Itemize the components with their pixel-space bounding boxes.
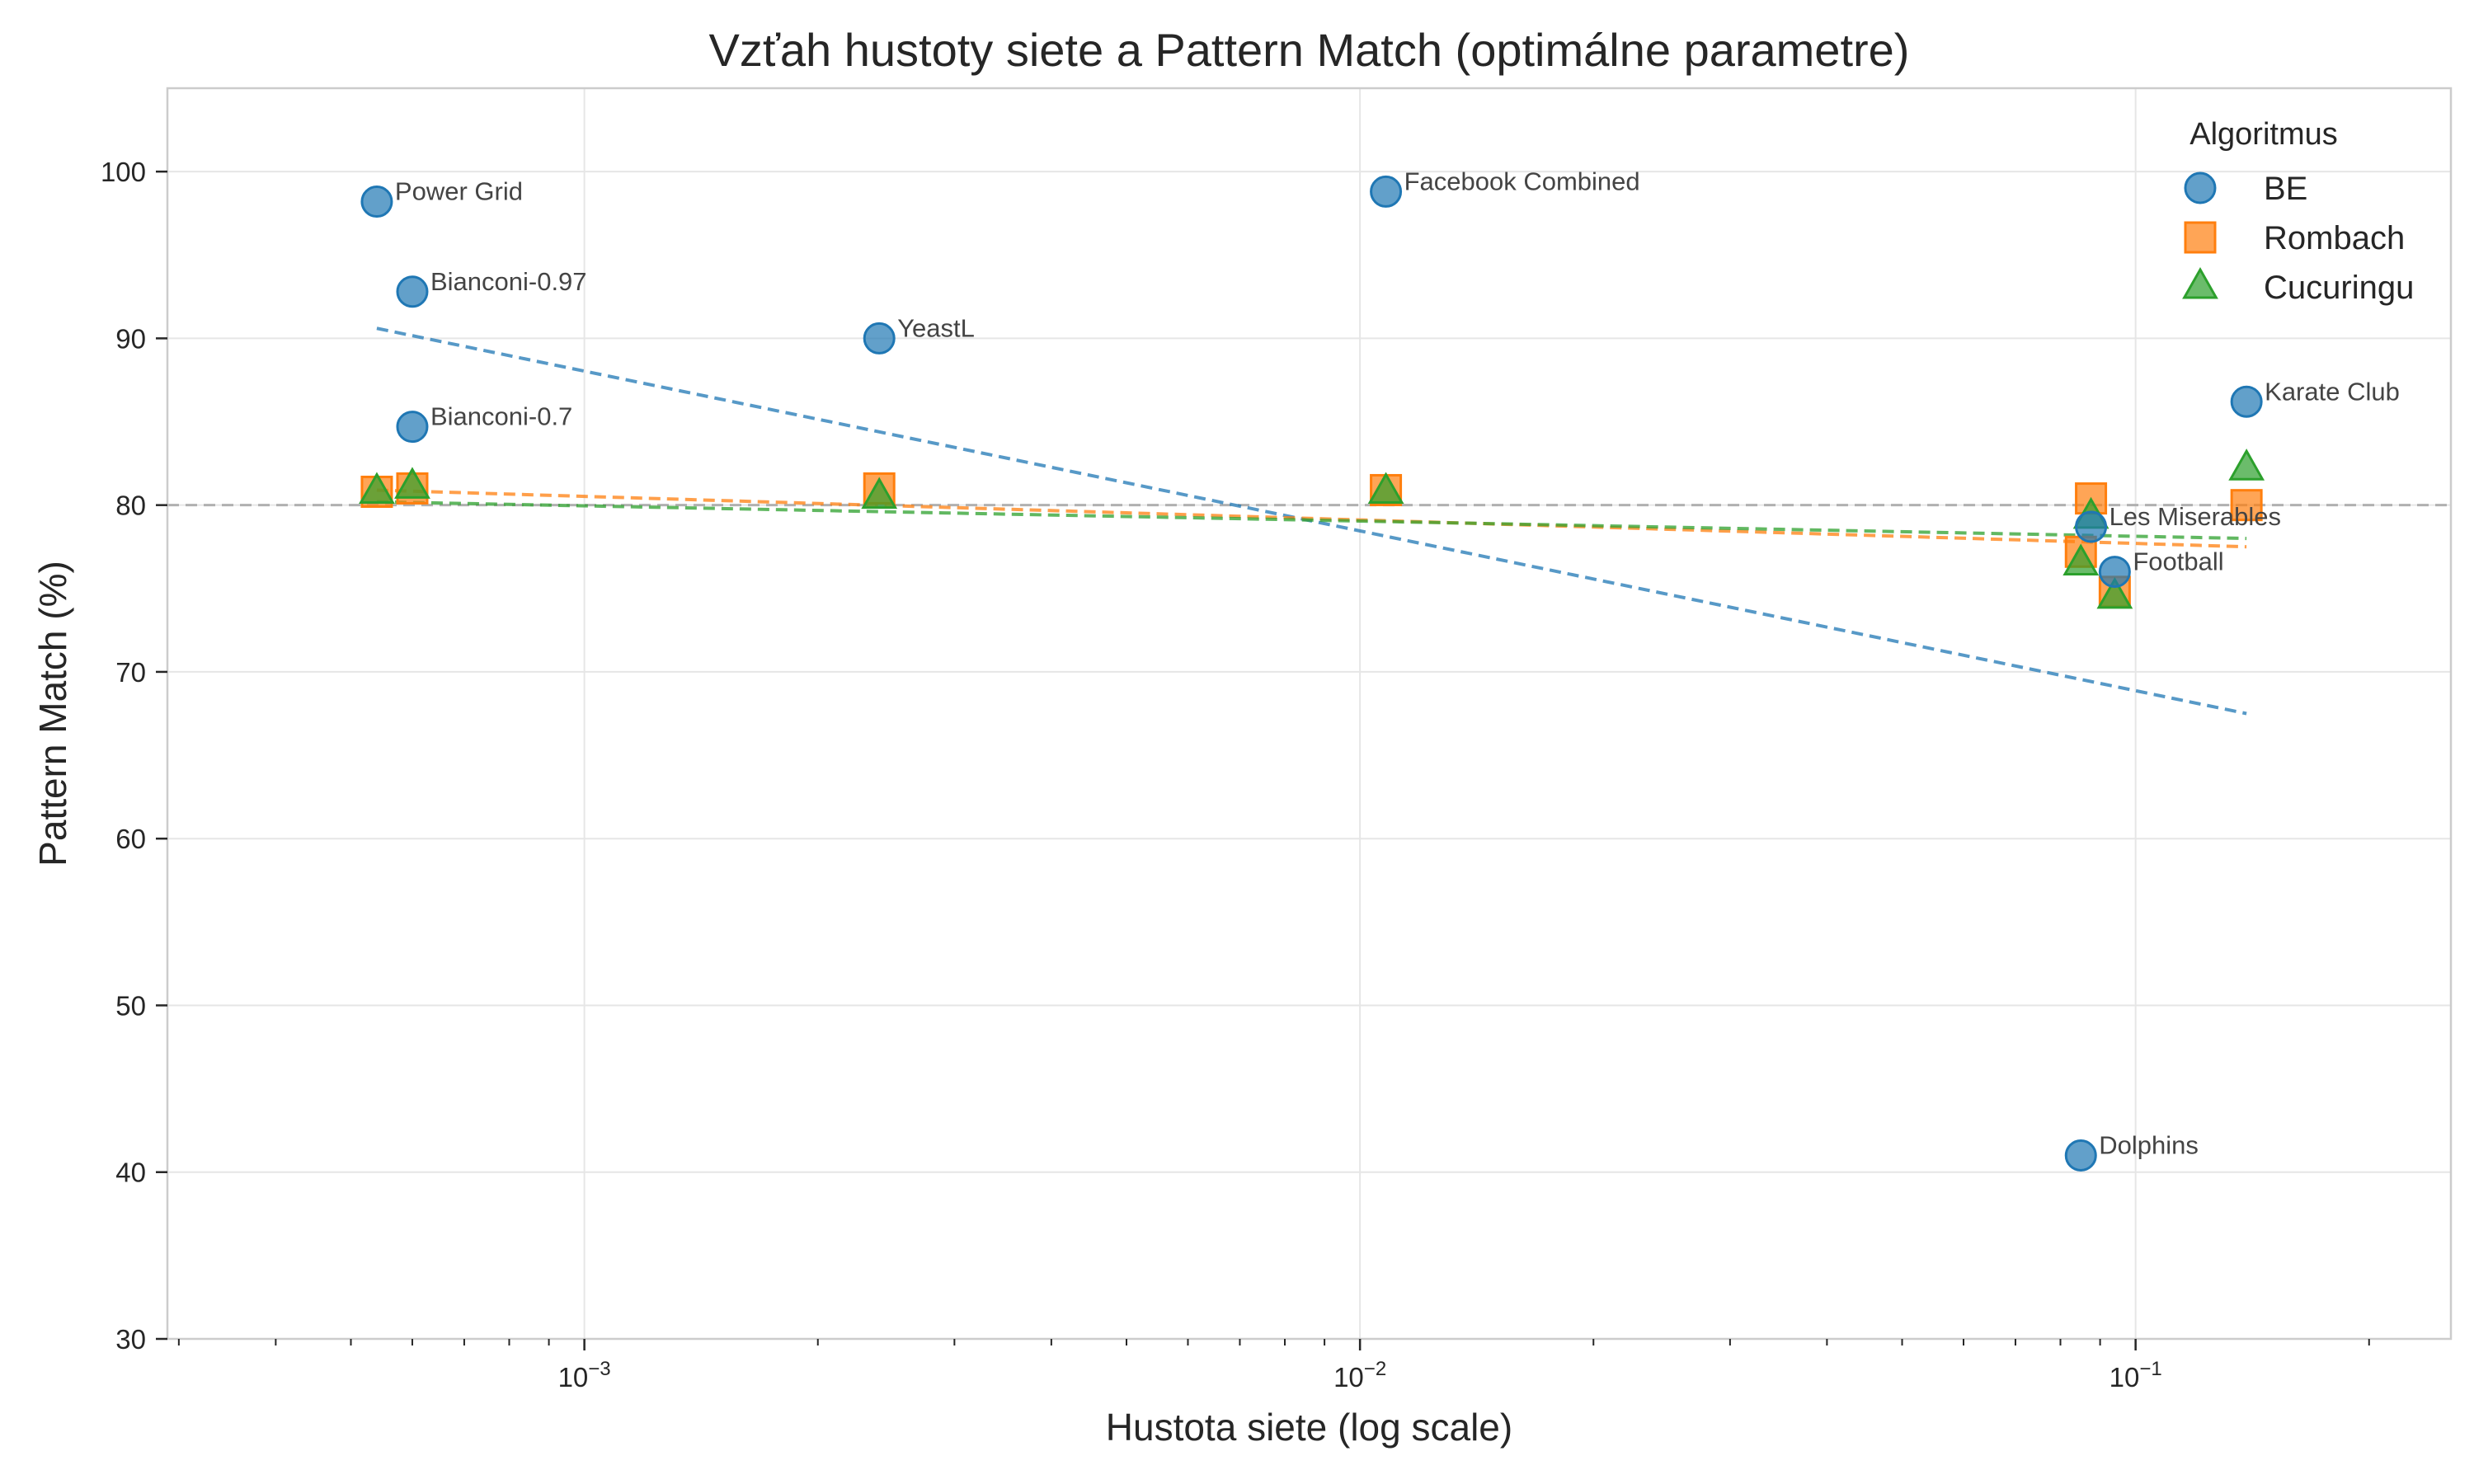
data-point [863,322,896,355]
legend-marker-rombach [2184,221,2217,254]
legend: Algoritmus BE Rombach Cucuringu [2182,117,2414,306]
x-axis-label: Hustota siete (log scale) [1106,1406,1512,1449]
y-tick-label: 80 [115,491,146,521]
legend-entry: Cucuringu [2264,270,2414,306]
point-label: Bianconi-0.7 [430,402,572,431]
y-axis: 30 40 50 60 70 80 90 100 [101,157,167,1355]
data-point [2062,543,2100,575]
data-point [2230,489,2263,522]
y-tick-label: 30 [115,1324,146,1355]
point-label: Bianconi-0.97 [430,267,587,296]
y-axis-label: Pattern Match (%) [31,561,74,866]
point-label: YeastL [897,313,975,342]
legend-marker-cucuringu [2182,266,2218,299]
data-point [396,275,429,308]
point-label: Power Grid [395,177,523,206]
x-tick-label: 10−2 [1333,1358,1386,1392]
data-point [2228,448,2265,481]
data-point [396,411,429,444]
point-label: Les Miserables [2109,502,2281,531]
data-point [2075,510,2108,543]
data-point [394,467,430,499]
data-point [1367,472,1404,505]
data-point [2064,1139,2097,1172]
point-label: Karate Club [2265,377,2400,406]
legend-title: Algoritmus [2189,117,2338,152]
chart-title: Vzťah hustoty siete a Pattern Match (opt… [709,24,1910,76]
data-point [2098,556,2131,589]
y-tick-label: 40 [115,1158,146,1188]
plot-area [167,88,2451,1339]
legend-entry: Rombach [2264,220,2405,256]
data-point [360,186,393,218]
grid [167,88,2451,1340]
y-tick-label: 70 [115,657,146,688]
y-tick-label: 50 [115,990,146,1021]
data-point [2230,385,2263,418]
y-tick-label: 60 [115,824,146,854]
axes-frame [166,87,2453,1341]
trend-line-cucuringu [376,500,2247,541]
point-label: Football [2133,547,2223,576]
legend-marker-be [2184,171,2217,204]
y-tick-label: 100 [101,157,146,187]
data-point [1370,175,1403,208]
data-point [861,477,898,510]
x-axis: 10−3 10−2 10−1 [177,1339,2370,1392]
legend-entry: BE [2264,171,2307,207]
trend-line-rombach [376,488,2247,549]
data-point [2096,576,2133,609]
data-point [359,472,395,505]
point-label: Facebook Combined [1404,167,1640,195]
x-tick-label: 10−3 [558,1358,611,1392]
point-label: Dolphins [2099,1131,2199,1160]
series-be [360,175,2263,1172]
y-tick-label: 90 [115,323,146,354]
x-tick-label: 10−1 [2109,1358,2162,1392]
